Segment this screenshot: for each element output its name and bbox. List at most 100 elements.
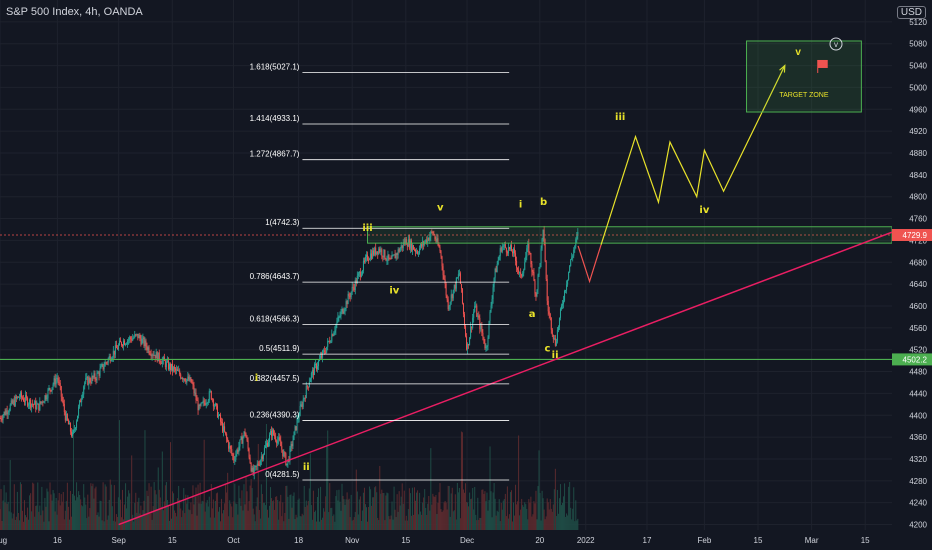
volume-bar (226, 492, 228, 530)
volume-bar (62, 491, 64, 530)
candle-body (314, 363, 316, 365)
volume-bar (153, 482, 155, 530)
candle-body (61, 396, 63, 401)
price-tick: 4360 (909, 433, 927, 442)
volume-bar (213, 517, 215, 530)
volume-bar (263, 502, 265, 530)
candle-body (357, 273, 359, 276)
volume-bar (314, 510, 316, 530)
candle-body (252, 467, 254, 475)
volume-bar (160, 506, 162, 530)
volume-bar (453, 510, 455, 530)
candle-body (321, 355, 323, 358)
candle-body (489, 311, 491, 321)
volume-bar (412, 514, 414, 530)
candle-body (258, 464, 260, 466)
volume-bar (331, 507, 333, 530)
volume-bar (338, 489, 340, 530)
candle-body (338, 316, 340, 318)
candle-body (530, 253, 532, 265)
candle-body (418, 253, 420, 255)
volume-bar (493, 483, 495, 530)
volume-bar (447, 485, 449, 530)
candle-body (295, 426, 297, 431)
price-tick: 4600 (909, 302, 927, 311)
price-tick: 5040 (909, 62, 927, 71)
candle-body (501, 246, 503, 252)
volume-bar (521, 498, 523, 530)
candle-body (461, 288, 463, 304)
volume-bar (191, 514, 193, 530)
support-price-tag-bg (892, 353, 932, 366)
volume-bar (497, 511, 499, 530)
candle-body (40, 401, 42, 404)
volume-bar (565, 516, 567, 530)
volume-bar (511, 521, 513, 530)
volume-bar (330, 508, 332, 530)
candle-body (88, 378, 90, 385)
candle-body (305, 385, 307, 398)
candle-body (119, 340, 121, 343)
volume-bar (174, 510, 176, 530)
candle-body (241, 436, 243, 444)
volume-bar (384, 520, 386, 530)
volume-bar (375, 486, 377, 530)
candle-body (67, 420, 69, 425)
volume-bar (224, 503, 226, 530)
candle-body (223, 426, 225, 432)
candle-body (444, 279, 446, 285)
candle-body (375, 247, 377, 255)
volume-bar (321, 519, 323, 530)
candle-body (296, 419, 298, 431)
volume-bar (506, 486, 508, 530)
volume-bar (103, 521, 105, 530)
volume-bar (444, 500, 446, 530)
candle-body (486, 346, 488, 348)
candle-body (548, 311, 550, 314)
volume-bar (322, 517, 324, 530)
candle-body (49, 388, 51, 391)
volume-bar (4, 502, 6, 530)
volume-bar (475, 514, 477, 530)
volume-bar (569, 482, 571, 530)
volume-bar (80, 499, 82, 530)
candle-body (232, 453, 234, 457)
candle-body (360, 274, 362, 277)
volume-bar (461, 432, 463, 530)
symbol-title[interactable]: S&P 500 Index, 4h, OANDA (6, 6, 143, 18)
volume-bar (528, 499, 530, 530)
volume-bar (217, 511, 219, 530)
candle-body (457, 274, 459, 278)
candle-body (115, 345, 117, 349)
candle-body (455, 277, 457, 289)
volume-bar (484, 491, 486, 530)
volume-bar (434, 496, 436, 530)
candle-body (20, 392, 22, 398)
volume-bar (292, 495, 294, 530)
volume-bar (305, 500, 307, 530)
volume-bar (234, 483, 236, 530)
volume-bar (490, 491, 492, 530)
volume-bar (14, 519, 16, 530)
volume-bar (378, 520, 380, 530)
candle-body (395, 253, 397, 259)
candle-body (192, 382, 194, 386)
candle-body (238, 446, 240, 452)
candle-body (392, 255, 394, 257)
volume-bar (25, 515, 27, 530)
candle-body (60, 386, 62, 397)
candle-body (270, 430, 272, 435)
candle-body (368, 259, 370, 261)
resistance-zone (367, 226, 893, 244)
candle-body (152, 354, 154, 356)
volume-bar (200, 503, 202, 530)
volume-bar (90, 483, 92, 530)
volume-bar (462, 489, 464, 530)
volume-bar (424, 489, 426, 530)
candle-body (169, 363, 171, 371)
candle-body (378, 248, 380, 255)
wave-label: a (529, 309, 536, 320)
candle-body (273, 429, 275, 435)
currency-badge[interactable]: USD (896, 6, 926, 19)
